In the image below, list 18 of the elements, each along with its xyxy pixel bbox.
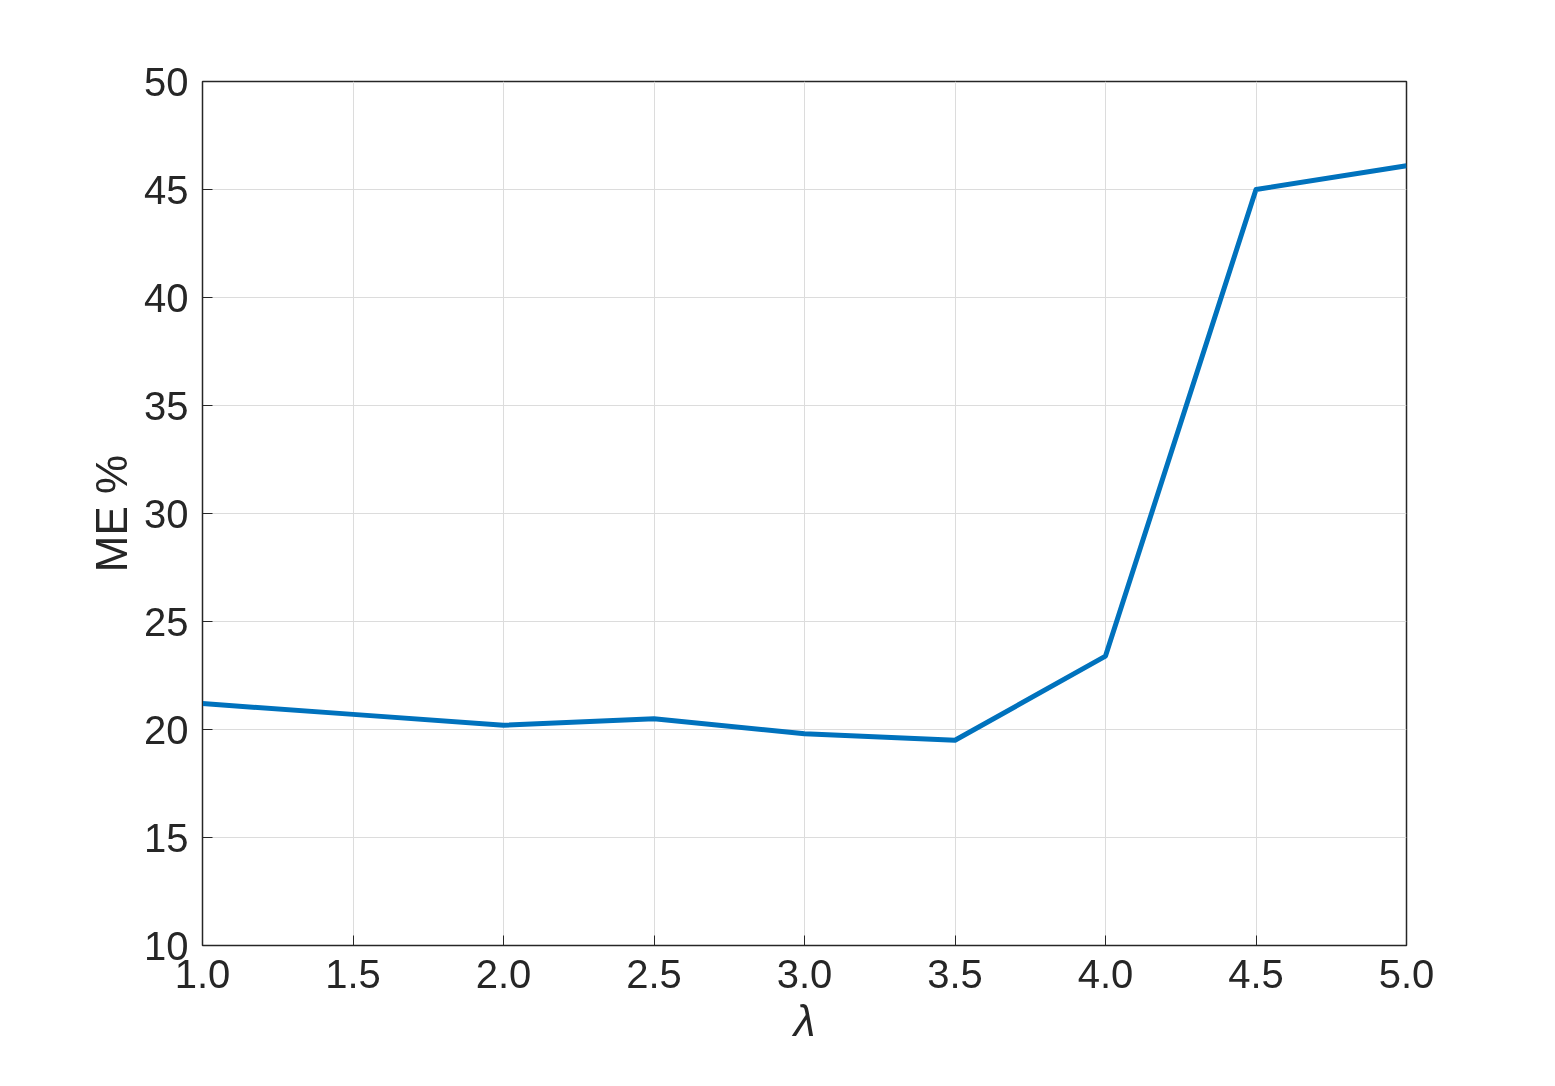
y-tick-label: 20 [144,707,189,752]
x-tick-label: 1.5 [325,951,381,996]
x-tick-label: 2.5 [626,951,682,996]
y-tick-label: 45 [144,167,189,212]
x-tick-label: 5.0 [1378,951,1435,996]
y-axis-title: ME % [87,454,137,573]
x-tick-label: 3.5 [927,951,983,996]
x-tick-label: 3.0 [776,951,833,996]
y-tick-label: 15 [144,815,189,860]
x-tick-label: 4.0 [1077,951,1134,996]
x-tick-label: 2.0 [475,951,532,996]
x-tick-label: 4.5 [1228,951,1284,996]
x-axis-title: λ [791,995,816,1045]
y-tick-label: 30 [144,491,189,536]
y-tick-label: 50 [144,59,189,104]
y-tick-label: 35 [144,383,189,428]
y-tick-label: 25 [144,599,189,644]
y-tick-label: 40 [144,275,189,320]
